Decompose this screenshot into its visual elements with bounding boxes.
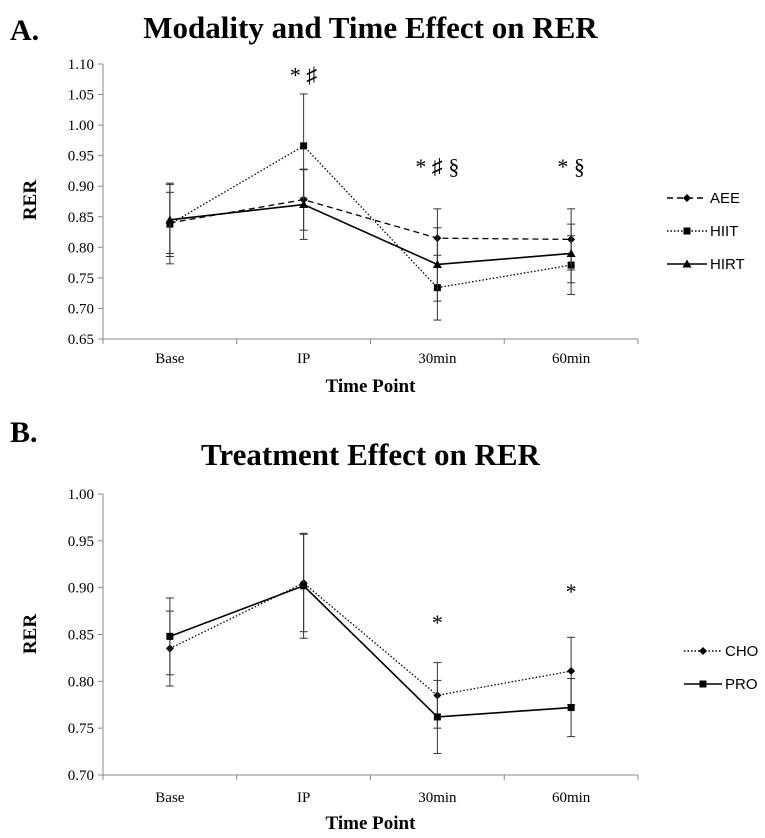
x-tick-label: IP xyxy=(297,790,310,806)
y-tick-label: 0.95 xyxy=(68,149,94,165)
data-point xyxy=(566,248,576,257)
legend-marker xyxy=(683,227,691,235)
y-tick-label: 1.00 xyxy=(68,118,94,134)
x-axis-title: Time Point xyxy=(326,813,417,834)
chart-title: Modality and Time Effect on RER xyxy=(143,10,598,45)
legend-label: AEE xyxy=(710,190,740,207)
data-point xyxy=(300,142,308,150)
y-tick-label: 1.10 xyxy=(68,57,94,73)
panel-letter: A. xyxy=(10,14,39,47)
y-tick-label: 0.90 xyxy=(68,581,94,597)
legend-label: CHO xyxy=(725,643,758,660)
significance-marker: * ♯ xyxy=(290,62,318,87)
y-axis-title: RER xyxy=(20,614,41,654)
y-tick-label: 0.70 xyxy=(68,301,94,317)
y-tick-label: 0.85 xyxy=(68,628,94,644)
x-tick-label: 30min xyxy=(418,790,457,806)
chart-panel-b: B. Treatment Effect on RER 0.70 0.75 0.80 0.8… xyxy=(10,416,758,834)
series-line xyxy=(169,199,572,241)
y-tick-label: 1.00 xyxy=(68,487,94,503)
y-tick-label: 0.90 xyxy=(68,179,94,195)
significance-marker: * xyxy=(566,579,577,604)
data-point xyxy=(299,200,309,209)
data-point xyxy=(567,704,575,712)
x-tick-label: IP xyxy=(297,351,310,367)
data-point xyxy=(567,667,576,676)
y-tick-label: 0.75 xyxy=(68,721,94,737)
series-pro xyxy=(165,532,576,754)
legend-label: PRO xyxy=(725,676,758,693)
x-tick-label: Base xyxy=(155,790,185,806)
data-point xyxy=(165,215,175,224)
legend-label: HIRT xyxy=(710,256,745,273)
panel-letter: B. xyxy=(10,416,38,449)
series-aee xyxy=(165,168,576,271)
significance-marker: * xyxy=(432,610,443,635)
y-tick-label: 0.85 xyxy=(68,210,94,226)
y-tick-label: 1.05 xyxy=(68,88,94,104)
series-hirt xyxy=(165,169,576,302)
x-tick-label: 60min xyxy=(552,351,591,367)
series-line xyxy=(169,145,572,289)
series-line xyxy=(169,203,572,266)
y-tick-label: 0.80 xyxy=(68,240,94,256)
y-tick-label: 0.75 xyxy=(68,271,94,287)
legend-marker xyxy=(699,647,707,655)
data-point xyxy=(432,259,442,268)
x-tick-label: Base xyxy=(155,351,185,367)
y-tick-label: 0.65 xyxy=(68,332,94,348)
y-tick-label: 0.80 xyxy=(68,674,94,690)
x-tick-label: 30min xyxy=(418,351,457,367)
legend-marker xyxy=(683,194,691,202)
legend-marker xyxy=(699,680,707,688)
significance-marker: * ♯ § xyxy=(415,154,459,179)
legend-label: HIIT xyxy=(710,223,738,240)
series-line xyxy=(169,584,572,718)
data-point xyxy=(300,582,308,590)
x-axis-title: Time Point xyxy=(326,376,417,397)
series-cho xyxy=(165,533,576,729)
chart-title: Treatment Effect on RER xyxy=(201,437,541,472)
y-tick-label: 0.95 xyxy=(68,534,94,550)
y-axis-title: RER xyxy=(20,180,41,220)
significance-marker: * § xyxy=(557,154,585,179)
y-tick-label: 0.70 xyxy=(68,768,94,784)
series-hiit xyxy=(165,93,576,321)
data-point xyxy=(433,713,441,721)
data-point xyxy=(166,632,174,640)
chart-panel-a: A. Modality and Time Effect on RER 0.65 0.7… xyxy=(10,10,745,397)
x-tick-label: 60min xyxy=(552,790,591,806)
series-line xyxy=(169,582,572,697)
legend-marker xyxy=(682,259,692,268)
